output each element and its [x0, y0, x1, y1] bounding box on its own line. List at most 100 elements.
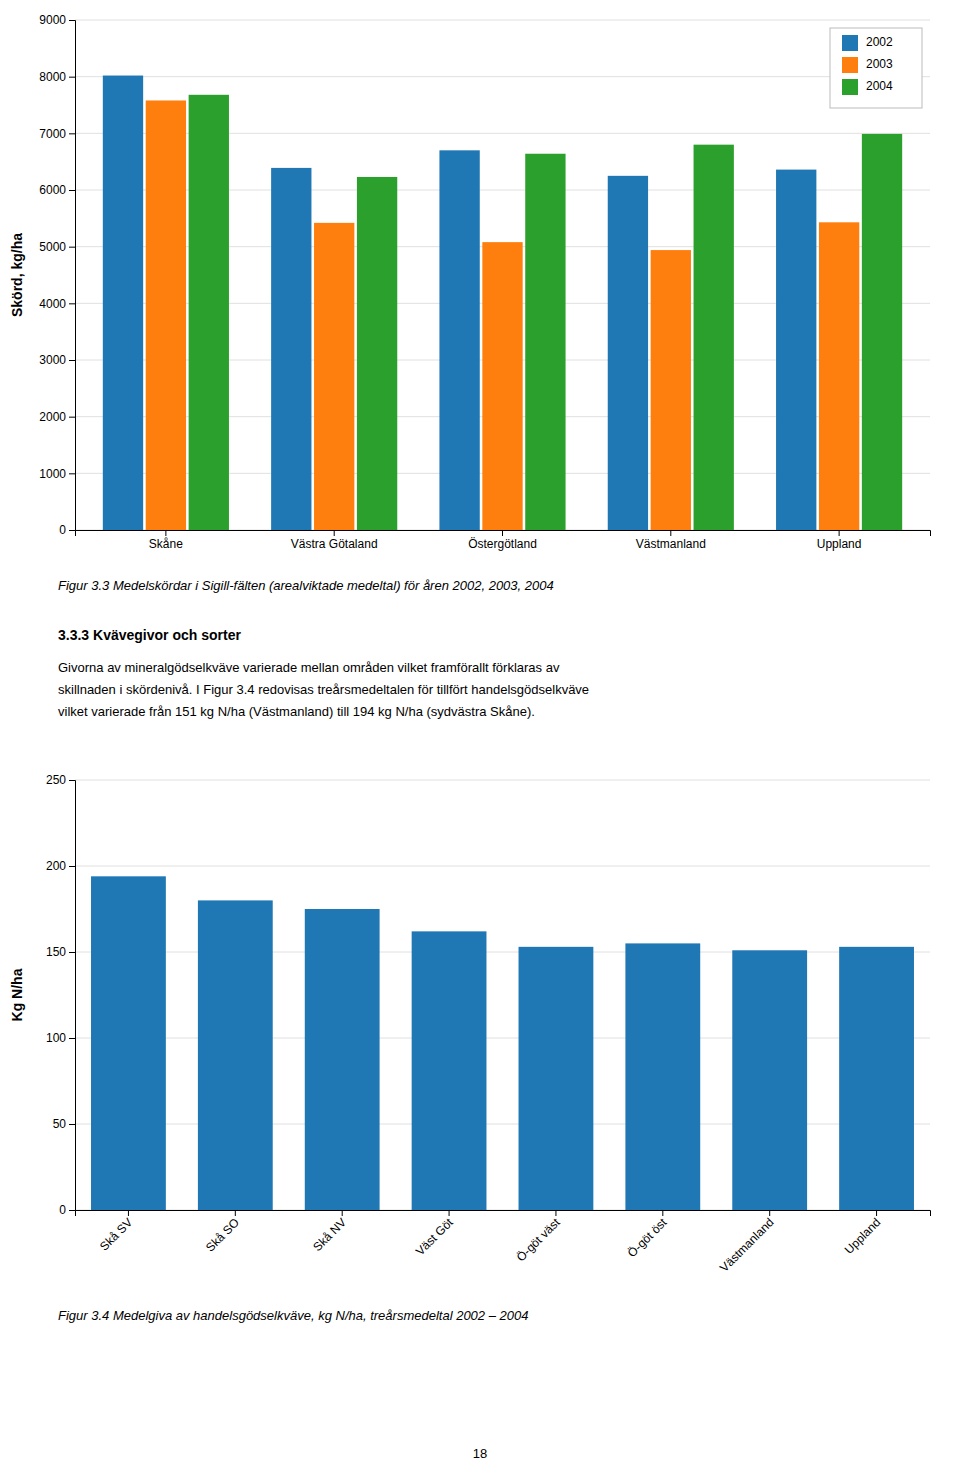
legend-label: 2004	[866, 79, 893, 93]
x-tick-label: Västmanland	[636, 537, 706, 551]
x-tick: Uppland	[817, 530, 862, 551]
bar	[189, 95, 229, 530]
chart-title: Figur 3.4 Medelgiva av handelsgödselkväv…	[58, 1308, 528, 1323]
legend-swatch	[842, 57, 858, 73]
bars	[103, 76, 902, 530]
legend-item: 2003	[842, 57, 893, 73]
y-tick-mark	[69, 866, 75, 867]
bar	[625, 943, 700, 1210]
y-tick-label: 7000	[39, 127, 66, 141]
y-tick-label: 4000	[39, 297, 66, 311]
y-tick-label: 5000	[39, 240, 66, 254]
bar	[305, 909, 380, 1210]
legend-swatch	[842, 35, 858, 51]
x-tick: Skåne	[149, 530, 183, 551]
x-tick-label: Väst Göt	[413, 1215, 456, 1258]
y-tick: 5000	[39, 240, 75, 254]
y-tick-mark	[69, 247, 75, 248]
x-tick-label: Västra Götaland	[291, 537, 378, 551]
x-tick-mark	[662, 1210, 663, 1216]
y-tick-mark	[69, 530, 75, 531]
x-axis: SkåneVästra GötalandÖstergötlandVästmanl…	[76, 530, 931, 551]
y-axis-title: Kg N/ha	[9, 968, 25, 1021]
y-tick: 8000	[39, 70, 75, 84]
body-text: vilket varierade från 151 kg N/ha (Västm…	[58, 704, 535, 719]
page: 0100020003000400050006000700080009000Skå…	[0, 0, 960, 1475]
x-tick-label: Skå NV	[310, 1215, 349, 1254]
y-tick: 2000	[39, 410, 75, 424]
legend-item: 2004	[842, 79, 893, 95]
x-tick: Uppland	[842, 1210, 884, 1257]
page-number: 18	[473, 1446, 487, 1461]
x-tick: Skå SO	[203, 1210, 242, 1255]
x-tick-mark	[769, 1210, 770, 1216]
bar	[198, 900, 273, 1210]
x-axis-line	[76, 531, 931, 537]
x-tick-label: Uppland	[842, 1215, 884, 1257]
legend-swatch	[842, 79, 858, 95]
x-tick: Västmanland	[636, 530, 706, 551]
y-tick: 0	[59, 1203, 75, 1217]
y-tick-label: 3000	[39, 353, 66, 367]
y-tick-mark	[69, 133, 75, 134]
bars	[91, 876, 914, 1210]
bar	[694, 145, 734, 530]
body-text: Givorna av mineralgödselkväve varierade …	[58, 660, 560, 675]
legend-item: 2002	[842, 35, 893, 51]
y-tick: 7000	[39, 127, 75, 141]
y-tick-mark	[69, 360, 75, 361]
y-tick-mark	[69, 952, 75, 953]
x-tick-mark	[449, 1210, 450, 1216]
y-tick-mark	[69, 473, 75, 474]
x-tick-mark	[128, 1210, 129, 1216]
y-tick-label: 6000	[39, 183, 66, 197]
y-tick-label: 1000	[39, 467, 66, 481]
y-tick: 3000	[39, 353, 75, 367]
x-tick-mark	[670, 530, 671, 536]
chart: 050100150200250Skå SVSkå SOSkå NVVäst Gö…	[9, 773, 931, 1274]
y-axis: 0100020003000400050006000700080009000	[39, 13, 75, 537]
y-tick: 4000	[39, 297, 75, 311]
y-tick-label: 8000	[39, 70, 66, 84]
series	[189, 95, 903, 530]
legend: 2002 2003 2004	[830, 28, 922, 108]
x-tick-label: Skå SO	[203, 1215, 242, 1254]
legend-frame	[830, 28, 922, 108]
y-tick-mark	[69, 303, 75, 304]
body-text: skillnaden i skördenivå. I Figur 3.4 red…	[58, 682, 589, 697]
x-tick: Skå NV	[310, 1210, 349, 1254]
x-tick-mark	[235, 1210, 236, 1216]
x-tick-mark	[334, 530, 335, 536]
y-axis: 050100150200250	[46, 773, 76, 1217]
y-tick-label: 50	[53, 1117, 67, 1131]
y-tick-label: 2000	[39, 410, 66, 424]
y-tick: 100	[46, 1031, 75, 1045]
x-tick-label: Ö-göt öst	[625, 1215, 670, 1260]
bar	[862, 134, 902, 530]
x-tick-mark	[342, 1210, 343, 1216]
bar	[314, 223, 354, 530]
x-axis-line	[76, 1211, 931, 1217]
y-axis-line	[69, 781, 76, 1211]
bar	[732, 950, 807, 1210]
x-tick: Skå SV	[97, 1210, 135, 1254]
bar	[146, 100, 186, 530]
y-tick-label: 0	[59, 523, 66, 537]
grid-line	[75, 866, 930, 867]
y-axis-title: Skörd, kg/ha	[9, 233, 25, 317]
x-tick-label: Uppland	[817, 537, 862, 551]
y-tick-mark	[69, 20, 75, 21]
bar	[819, 222, 859, 530]
y-tick-mark	[69, 1210, 75, 1211]
section-heading: 3.3.3 Kvävegivor och sorter	[58, 627, 241, 643]
chart-title: Figur 3.3 Medelskördar i Sigill-fälten (…	[58, 578, 554, 593]
grid-line	[75, 780, 930, 781]
legend-label: 2003	[866, 57, 893, 71]
y-tick-mark	[69, 1124, 75, 1125]
x-axis: Skå SVSkå SOSkå NVVäst GötÖ-göt västÖ-gö…	[76, 1210, 931, 1275]
x-tick-mark	[555, 1210, 556, 1216]
y-tick-label: 200	[46, 859, 66, 873]
y-tick-label: 250	[46, 773, 66, 787]
y-tick: 0	[59, 523, 75, 537]
bar	[519, 947, 594, 1210]
